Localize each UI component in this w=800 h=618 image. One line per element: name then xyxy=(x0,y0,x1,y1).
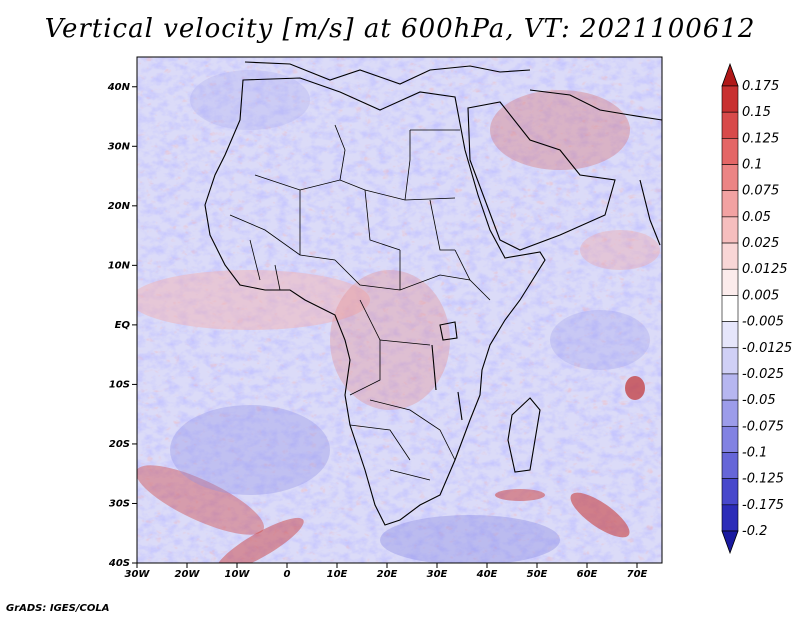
y-tick-label: 30S xyxy=(109,498,130,509)
x-tick-label: 20W xyxy=(175,569,201,580)
x-tick-label: 60E xyxy=(577,569,598,580)
y-tick-label: 20N xyxy=(108,201,131,212)
colorbar-level-label: 0.05 xyxy=(742,210,771,225)
y-axis: 40N 30N 20N 10N EQ 10S 20S 30S 40S xyxy=(107,82,137,569)
colorbar-level-label: -0.075 xyxy=(742,419,784,434)
lake-malawi xyxy=(457,391,463,421)
colorbar-level-label: 0.075 xyxy=(742,184,779,199)
colorbar-max-arrow xyxy=(721,62,739,87)
colorbar-level-label: 0.0125 xyxy=(742,262,788,277)
colorbar-bin xyxy=(721,111,739,139)
colorbar-bin xyxy=(721,321,739,349)
india-coastline xyxy=(639,179,661,246)
madagascar-coastline xyxy=(507,397,541,473)
europe-coastline xyxy=(244,61,531,85)
y-tick-label: 20S xyxy=(109,439,130,450)
colorbar-level-label: -0.005 xyxy=(742,315,784,330)
colorbar-level-label: -0.2 xyxy=(742,524,767,539)
colorbar: 0.175 0.15 0.125 0.1 0.075 0.05 0.025 0.0125 0.0… xyxy=(721,62,792,555)
colorbar-bin xyxy=(721,399,739,427)
colorbar-bin xyxy=(721,138,739,165)
colorbar-bin xyxy=(721,164,739,192)
colorbar-level-label: 0.025 xyxy=(742,236,779,251)
colorbar-level-label: 0.125 xyxy=(742,131,779,146)
colorbar-bin xyxy=(721,452,739,479)
colorbar-bin xyxy=(721,85,739,113)
colorbar-level-label: 0.15 xyxy=(742,105,771,120)
x-tick-label: 50E xyxy=(527,569,548,580)
colorbar-bin xyxy=(721,295,739,322)
arabia-coastline xyxy=(467,101,616,251)
x-tick-label: 20E xyxy=(377,569,398,580)
country-borders xyxy=(229,124,491,481)
chart-title: Vertical velocity [m/s] at 600hPa, VT: 2… xyxy=(44,14,756,44)
grads-credit: GrADS: IGES/COLA xyxy=(6,603,110,614)
x-tick-label: 30E xyxy=(427,569,448,580)
colorbar-level-label: 0.175 xyxy=(742,79,779,94)
lake-tanganyika xyxy=(431,344,437,391)
middle-east-coastline xyxy=(529,89,662,121)
colorbar-bin xyxy=(721,190,739,218)
y-tick-label: 10N xyxy=(108,260,131,271)
x-tick-label: 30W xyxy=(125,569,151,580)
colorbar-level-label: -0.1 xyxy=(742,445,767,460)
colorbar-bin xyxy=(721,268,739,296)
x-tick-label: 0 xyxy=(284,569,291,580)
plot-frame xyxy=(136,56,663,564)
x-axis: 30W 20W 10W 0 10E 20E 30E 40E 50E 60E 70E xyxy=(125,563,648,580)
colorbar-level-label: 0.005 xyxy=(742,288,779,303)
colorbar-level-label: -0.05 xyxy=(742,393,776,408)
colorbar-bin xyxy=(721,478,739,506)
colorbar-bin xyxy=(721,347,739,375)
y-tick-label: EQ xyxy=(115,320,131,331)
y-tick-label: 40N xyxy=(107,82,131,93)
coastlines xyxy=(204,61,662,526)
colorbar-level-label: -0.025 xyxy=(742,367,784,382)
y-tick-label: 30N xyxy=(108,141,131,152)
colorbar-level-label: -0.175 xyxy=(742,498,784,513)
x-tick-label: 40E xyxy=(476,569,498,580)
colorbar-level-label: 0.1 xyxy=(742,158,763,173)
colorbar-bin xyxy=(721,504,739,532)
africa-coastline xyxy=(204,77,546,526)
colorbar-bin xyxy=(721,373,739,401)
y-tick-label: 10S xyxy=(109,379,130,390)
x-tick-label: 10W xyxy=(225,569,251,580)
colorbar-level-label: -0.125 xyxy=(742,472,784,487)
colorbar-min-arrow xyxy=(721,530,739,555)
vertical-velocity-field xyxy=(137,57,662,563)
y-tick-label: 40S xyxy=(108,558,130,569)
lake-victoria xyxy=(439,321,458,341)
x-tick-label: 10E xyxy=(327,569,348,580)
colorbar-level-label: -0.0125 xyxy=(742,341,792,356)
colorbar-bin xyxy=(721,242,739,270)
colorbar-bin xyxy=(721,216,739,244)
colorbar-bin xyxy=(721,425,739,453)
x-tick-label: 70E xyxy=(627,569,648,580)
